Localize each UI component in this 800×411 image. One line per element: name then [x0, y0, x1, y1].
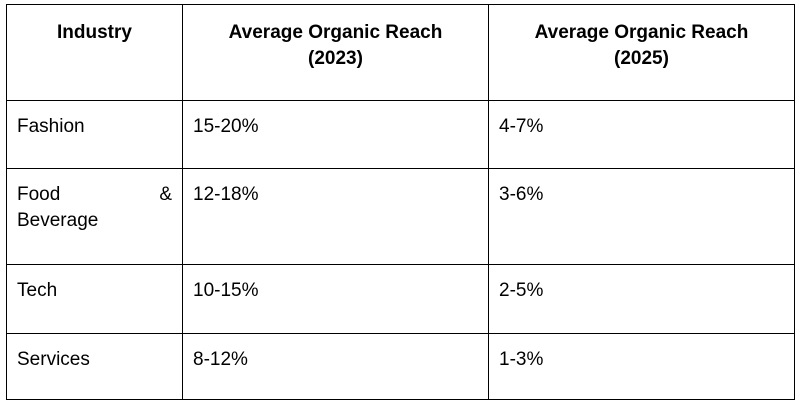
cell-reach-2025: 4-7%: [488, 100, 795, 169]
table-row: Services 8-12% 1-3%: [6, 333, 795, 400]
header-industry: Industry: [6, 4, 183, 101]
cell-reach-2025: 3-6%: [488, 168, 795, 265]
cell-reach-2023: 12-18%: [182, 168, 489, 265]
table-row: Fashion 15-20% 4-7%: [6, 100, 795, 169]
cell-reach-2023: 10-15%: [182, 264, 489, 334]
header-reach-2023-line2: (2023): [308, 48, 363, 69]
cell-industry: Fashion: [6, 100, 183, 169]
industry-word-ampersand: &: [159, 184, 172, 205]
cell-reach-2023: 8-12%: [182, 333, 489, 400]
cell-reach-2023: 15-20%: [182, 100, 489, 169]
header-reach-2023: Average Organic Reach (2023): [182, 4, 489, 101]
industry-word-food: Food: [17, 184, 61, 205]
industry-word-beverage: Beverage: [17, 210, 99, 231]
table-row: Food & Beverage 12-18% 3-6%: [6, 168, 795, 265]
cell-reach-2025: 1-3%: [488, 333, 795, 400]
header-reach-2025: Average Organic Reach (2025): [488, 4, 795, 101]
table-row: Tech 10-15% 2-5%: [6, 264, 795, 334]
industry-justified-line: Food &: [17, 182, 182, 208]
header-industry-label: Industry: [57, 22, 132, 43]
header-reach-2025-line1: Average Organic Reach: [534, 22, 749, 43]
organic-reach-table: Industry Average Organic Reach (2023) Av…: [6, 4, 795, 400]
cell-reach-2025: 2-5%: [488, 264, 795, 334]
cell-industry: Services: [6, 333, 183, 400]
header-reach-2025-line2: (2025): [614, 48, 669, 69]
header-reach-2023-line1: Average Organic Reach: [228, 22, 443, 43]
cell-industry: Food & Beverage: [6, 168, 183, 265]
cell-industry: Tech: [6, 264, 183, 334]
table-header-row: Industry Average Organic Reach (2023) Av…: [6, 4, 795, 101]
